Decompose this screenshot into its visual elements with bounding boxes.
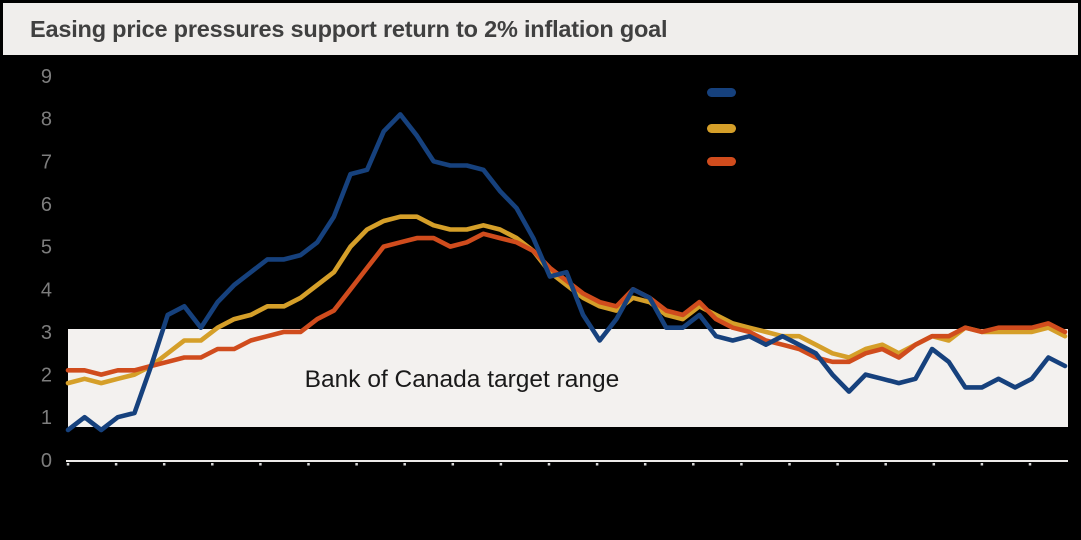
x-axis-tick [66, 463, 70, 466]
x-axis-tick [499, 463, 503, 466]
x-axis-tick [788, 463, 791, 466]
x-axis-tick [595, 463, 599, 466]
target-range-band [68, 329, 1068, 427]
series-line-navy [65, 112, 1068, 433]
x-axis-ticks [66, 463, 1032, 466]
chart-title: Easing price pressures support return to… [30, 15, 668, 42]
y-axis-label: 1 [41, 407, 52, 429]
chart-legend [707, 88, 736, 166]
x-axis-tick [451, 463, 455, 466]
chart-header: Easing price pressures support return to… [3, 3, 1078, 55]
x-axis-tick [932, 463, 936, 466]
y-axis-label: 7 [41, 151, 52, 173]
series-line-gold [65, 214, 1068, 386]
legend-swatch-gold [707, 124, 736, 133]
series-lines [65, 112, 1068, 433]
x-axis-tick [403, 463, 406, 466]
y-axis-tick-labels: 0 1 2 3 4 5 6 7 8 9 [41, 66, 52, 472]
target-range-label: Bank of Canada target range [305, 366, 620, 393]
y-axis-label: 2 [41, 365, 52, 387]
x-axis-tick [836, 463, 839, 466]
x-axis-tick [980, 463, 984, 466]
legend-swatch-orange [707, 157, 736, 166]
series-line-orange [65, 231, 1068, 377]
x-axis-tick [307, 463, 310, 466]
y-axis-label: 6 [41, 194, 52, 216]
y-axis-label: 8 [41, 109, 52, 131]
x-axis-tick [114, 463, 118, 466]
x-axis-tick [162, 463, 166, 466]
x-axis-tick [740, 463, 743, 466]
legend-swatch-navy [707, 88, 736, 97]
y-axis-label: 5 [41, 237, 52, 259]
y-axis-label: 9 [41, 66, 52, 88]
x-axis-tick [884, 463, 887, 466]
x-axis-tick [547, 463, 551, 466]
x-axis-tick [355, 463, 358, 466]
y-axis-label: 3 [41, 322, 52, 344]
x-axis-tick [1028, 463, 1032, 466]
x-axis-tick [643, 463, 647, 466]
x-axis-tick [211, 463, 214, 466]
x-axis-tick [259, 463, 262, 466]
x-axis-tick [692, 463, 695, 466]
y-axis-label: 4 [41, 279, 52, 301]
y-axis-label: 0 [41, 450, 52, 472]
